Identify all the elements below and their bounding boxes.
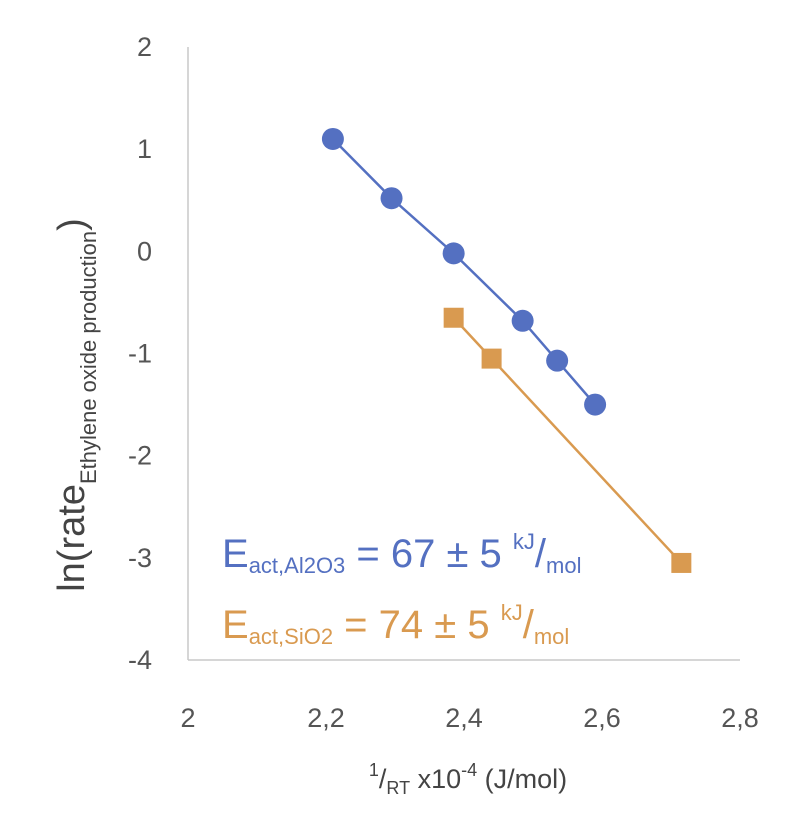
y-tick-label: -3 <box>128 543 152 573</box>
x-axis-label-unit: (J/mol) <box>477 764 567 794</box>
annotation-al2o3-unit-sup: kJ <box>513 529 535 554</box>
annotation-al2o3-slash: / <box>535 532 547 576</box>
x-axis-label: 1/RT x10-4 (J/mol) <box>369 760 567 798</box>
annotation-al2o3-unit-sub: mol <box>546 553 581 578</box>
x-tick-labels: 2 2,2 2,4 2,6 2,8 <box>180 703 758 733</box>
x-tick-label: 2,8 <box>721 703 759 733</box>
x-tick-label: 2 <box>180 703 195 733</box>
annotation-al2o3: Eact,Al2O3 = 67 ± 5 kJ/mol <box>222 529 582 578</box>
data-point <box>481 348 502 369</box>
data-point <box>584 393 607 416</box>
annotation-al2o3-sub: act,Al2O3 <box>249 553 346 578</box>
x-tick-label: 2,6 <box>583 703 621 733</box>
data-point <box>671 552 692 573</box>
data-point <box>443 307 464 328</box>
x-tick-label: 2,2 <box>307 703 345 733</box>
annotation-al2o3-value: = 67 ± 5 <box>345 532 513 576</box>
data-point <box>511 309 534 332</box>
y-tick-label: 1 <box>137 134 152 164</box>
y-tick-label: -2 <box>128 441 152 471</box>
annotation-sio2-unit-sup: kJ <box>501 600 523 625</box>
x-axis-label-sub: RT <box>386 778 410 798</box>
x-axis-label-rest: x10 <box>410 764 461 794</box>
data-series <box>321 127 692 573</box>
series-2 <box>443 307 692 573</box>
annotation-sio2-slash: / <box>523 603 535 647</box>
x-axis-label-exp: -4 <box>461 760 477 780</box>
annotation-al2o3-main: E <box>222 532 249 576</box>
annotation-sio2-sub: act,SiO2 <box>249 624 333 649</box>
y-axis-label-subscript: Ethylene oxide production <box>76 231 101 484</box>
x-axis-label-slash: / <box>379 764 387 794</box>
data-point <box>442 242 465 265</box>
y-tick-label: 0 <box>137 236 152 266</box>
annotation-sio2-value: = 74 ± 5 <box>333 603 501 647</box>
y-tick-label: -1 <box>128 339 152 369</box>
annotation-sio2-main: E <box>222 603 249 647</box>
x-axis-label-sup: 1 <box>369 760 379 780</box>
y-axis-label-close: ) <box>51 218 93 231</box>
y-axis-label: ln(rateEthylene oxide production) <box>51 218 101 592</box>
x-tick-label: 2,4 <box>445 703 483 733</box>
y-tick-label: -4 <box>128 645 152 675</box>
annotation-sio2-unit-sub: mol <box>534 624 569 649</box>
data-point <box>380 187 403 210</box>
axes <box>187 47 740 661</box>
y-tick-labels: -4 -3 -2 -1 0 1 2 <box>128 32 152 675</box>
y-axis-label-main: ln(rate <box>51 484 93 592</box>
data-point <box>546 349 569 372</box>
annotation-sio2: Eact,SiO2 = 74 ± 5 kJ/mol <box>222 600 569 649</box>
y-tick-label: 2 <box>137 32 152 62</box>
series-1 <box>321 127 607 416</box>
data-point <box>321 127 344 150</box>
